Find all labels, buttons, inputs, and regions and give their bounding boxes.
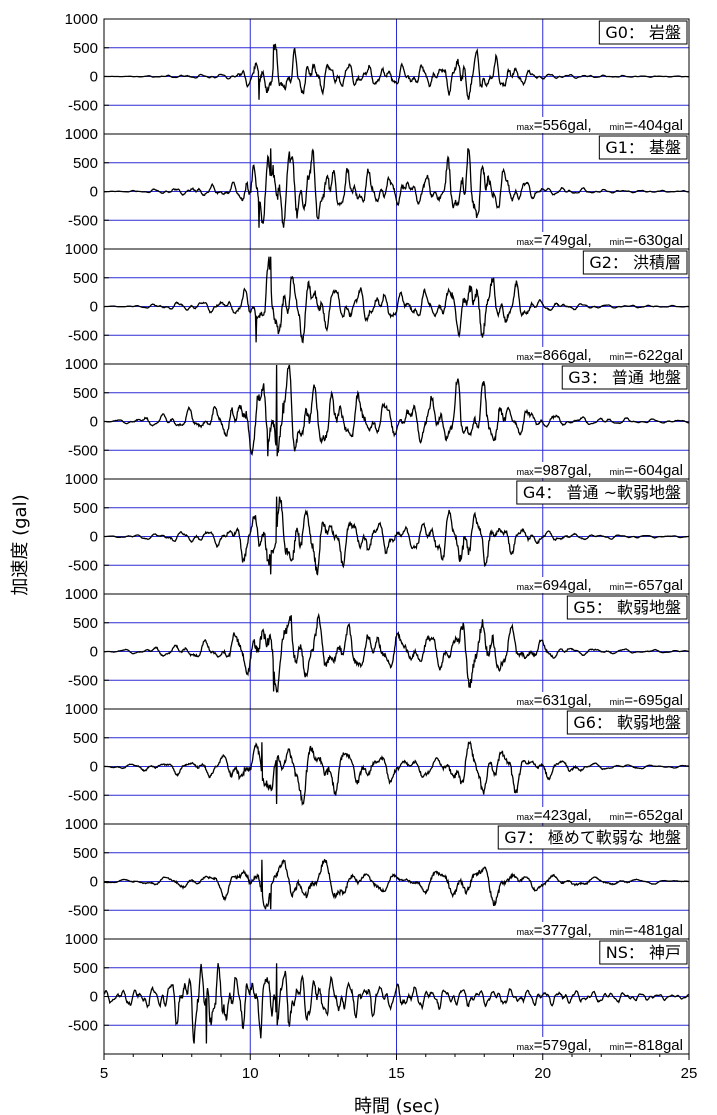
y-tick-label: 500 [73, 730, 98, 747]
y-tick-label: -500 [68, 442, 98, 459]
y-tick-label: 1000 [65, 241, 98, 258]
y-tick-label: 500 [73, 40, 98, 57]
series-label-box-6 [566, 710, 688, 735]
axis-layer: 10005000-50010005000-50010005000-5001000… [65, 11, 698, 1082]
stats-8: max=579gal, min=-818gal [517, 1037, 683, 1054]
y-tick-label: -500 [68, 672, 98, 689]
stats-bg-7 [514, 922, 685, 938]
y-tick-label: 1000 [65, 471, 98, 488]
waveform-3 [104, 364, 690, 457]
y-tick-label: 0 [90, 529, 98, 546]
y-tick-label: 500 [73, 500, 98, 517]
y-tick-label: 500 [73, 615, 98, 632]
stats-3: max=987gal, min=-604gal [517, 462, 683, 479]
y-tick-label: 0 [90, 184, 98, 201]
stats-2: max=866gal, min=-622gal [517, 347, 683, 364]
y-tick-label: 0 [90, 69, 98, 86]
waveform-8 [103, 963, 690, 1044]
waveform-5 [104, 612, 690, 694]
y-tick-label: -500 [68, 327, 98, 344]
stats-5: max=631gal, min=-695gal [517, 692, 683, 709]
y-tick-label: 1000 [65, 356, 98, 373]
series-label-2: G2： 洪積層 [589, 253, 681, 272]
panel-7: G7： 極めて軟弱な 地盤 max=377gal, min=-481gal [103, 823, 690, 940]
y-tick-label: 1000 [65, 586, 98, 603]
y-tick-label: -500 [68, 902, 98, 919]
series-label-box-1 [598, 135, 688, 160]
series-label-8: NS： 神戸 [606, 943, 681, 962]
series-label-box-3 [561, 365, 688, 390]
y-tick-label: 500 [73, 845, 98, 862]
x-axis-label: 時間 (sec) [354, 1096, 440, 1115]
series-label-6: G6： 軟弱地盤 [573, 713, 681, 732]
waveform-2 [104, 256, 689, 344]
y-tick-label: -500 [68, 212, 98, 229]
stats-7: max=377gal, min=-481gal [517, 922, 683, 939]
stats-4: max=694gal, min=-657gal [517, 577, 683, 594]
stats-0: max=556gal, min=-404gal [517, 117, 683, 134]
y-tick-label: 500 [73, 385, 98, 402]
series-label-box-5 [566, 595, 688, 620]
y-tick-label: 1000 [65, 931, 98, 948]
y-tick-label: 0 [90, 989, 98, 1006]
y-tick-label: 500 [73, 270, 98, 287]
stats-bg-6 [514, 807, 685, 823]
panel-5: G5： 軟弱地盤 max=631gal, min=-695gal [103, 593, 690, 710]
series-label-0: G0： 岩盤 [605, 23, 681, 42]
y-tick-label: 0 [90, 414, 98, 431]
y-tick-label: -500 [68, 1017, 98, 1034]
stats-bg-1 [514, 232, 685, 248]
series-label-box-0 [598, 20, 688, 45]
x-tick-label: 15 [388, 1065, 405, 1082]
y-tick-label: 0 [90, 874, 98, 891]
panel-0: G0： 岩盤 max=556gal, min=-404gal [103, 18, 690, 135]
stats-bg-3 [514, 462, 685, 478]
y-tick-label: 1000 [65, 701, 98, 718]
series-label-box-8 [599, 940, 688, 965]
stats-6: max=423gal, min=-652gal [517, 807, 683, 824]
y-axis-label: 加速度 (gal) [10, 494, 31, 595]
y-tick-label: 500 [73, 155, 98, 172]
panel-4: G4： 普通 ~軟弱地盤 max=694gal, min=-657gal [103, 478, 690, 595]
series-label-3: G3： 普通 地盤 [568, 368, 681, 387]
y-tick-label: 1000 [65, 816, 98, 833]
series-label-box-7 [497, 825, 688, 850]
stats-bg-8 [514, 1037, 685, 1053]
y-tick-label: 0 [90, 644, 98, 661]
y-tick-label: 0 [90, 759, 98, 776]
waveform-0 [104, 43, 689, 100]
y-tick-label: -500 [68, 97, 98, 114]
series-label-box-4 [516, 480, 688, 505]
stats-bg-5 [514, 692, 685, 708]
waveform-4 [104, 496, 690, 576]
x-tick-label: 25 [681, 1065, 698, 1082]
y-tick-label: 0 [90, 299, 98, 316]
panels-layer: G0： 岩盤 max=556gal, min=-404gal G1： 基盤 max=74… [103, 18, 690, 1055]
x-tick-label: 5 [100, 1065, 108, 1082]
y-tick-label: 1000 [65, 11, 98, 28]
waveform-7 [103, 858, 690, 910]
series-label-7: G7： 極めて軟弱な 地盤 [504, 828, 681, 847]
series-label-box-2 [582, 250, 688, 275]
waveform-1 [104, 148, 689, 228]
waveform-6 [104, 740, 689, 807]
series-label-1: G1： 基盤 [605, 138, 681, 157]
x-tick-label: 20 [534, 1065, 551, 1082]
stats-bg-0 [514, 117, 685, 133]
panel-3: G3： 普通 地盤 max=987gal, min=-604gal [103, 363, 690, 480]
stats-bg-2 [514, 347, 685, 363]
y-tick-label: -500 [68, 787, 98, 804]
series-label-5: G5： 軟弱地盤 [573, 598, 681, 617]
panel-6: G6： 軟弱地盤 max=423gal, min=-652gal [103, 708, 690, 825]
panel-2: G2： 洪積層 max=866gal, min=-622gal [103, 248, 690, 365]
y-tick-label: 500 [73, 960, 98, 977]
y-tick-label: -500 [68, 557, 98, 574]
x-tick-label: 10 [242, 1065, 259, 1082]
series-label-4: G4： 普通 ~軟弱地盤 [523, 483, 681, 502]
stats-bg-4 [514, 577, 685, 593]
y-tick-label: 1000 [65, 126, 98, 143]
stats-1: max=749gal, min=-630gal [517, 232, 683, 249]
